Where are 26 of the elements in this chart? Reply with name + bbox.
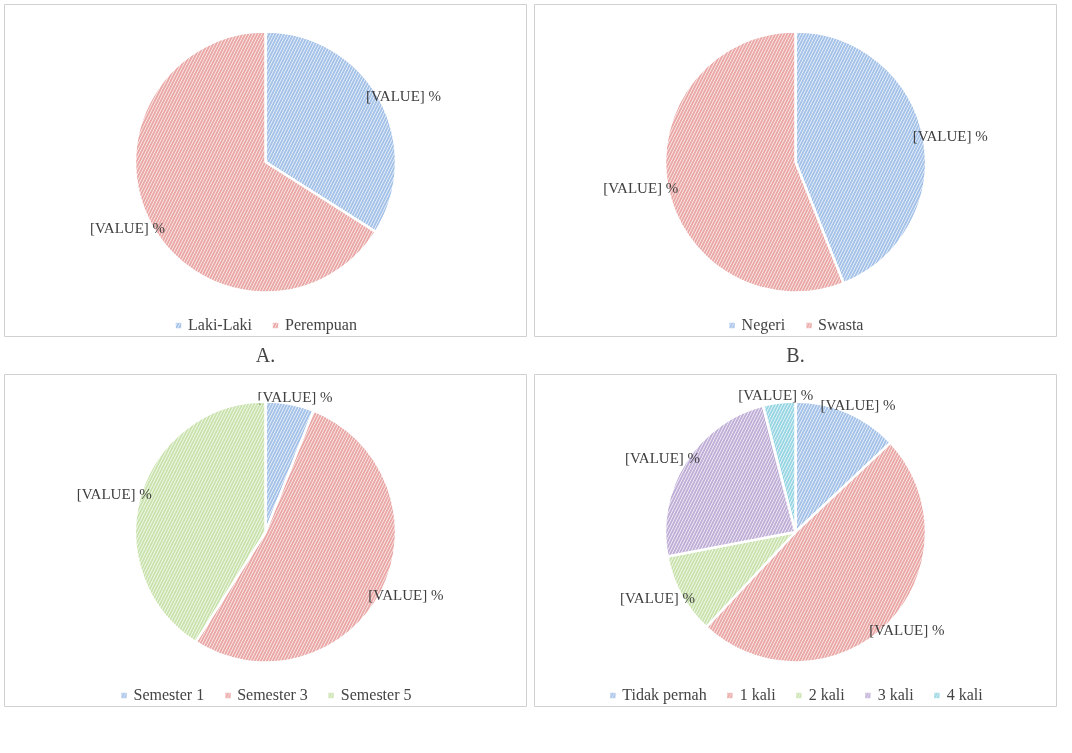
legend-label: Negeri [741, 316, 786, 334]
data-label: [VALUE] % [368, 586, 444, 603]
legend-label: Swasta [818, 316, 864, 334]
legend-label: Laki-Laki [188, 316, 252, 334]
data-label: [VALUE] % [820, 397, 896, 414]
data-label: [VALUE] % [619, 590, 696, 607]
legend-label: Semester 5 [340, 686, 412, 704]
data-label: [VALUE] % [869, 621, 945, 638]
legend-label: Semester 1 [133, 686, 205, 704]
data-label: [VALUE] % [76, 485, 152, 502]
data-label: [VALUE] % [89, 220, 166, 237]
data-label: [VALUE] % [603, 179, 679, 196]
legend-label: 1 kali [739, 686, 776, 704]
legend-label: 2 kali [808, 686, 845, 704]
legend-label: Perempuan [284, 316, 357, 334]
legend-label: Tidak pernah [622, 686, 707, 704]
legend-label: 3 kali [877, 686, 914, 704]
data-label: [VALUE] % [257, 388, 333, 405]
legend-label: Semester 3 [237, 686, 308, 704]
text: A. [255, 343, 276, 366]
data-label: [VALUE] % [738, 387, 814, 404]
data-label: [VALUE] % [624, 450, 701, 467]
text: B. [786, 343, 805, 366]
data-label: [VALUE] % [365, 87, 442, 104]
legend-label: 4 kali [946, 686, 983, 704]
data-label: [VALUE] % [912, 128, 988, 145]
